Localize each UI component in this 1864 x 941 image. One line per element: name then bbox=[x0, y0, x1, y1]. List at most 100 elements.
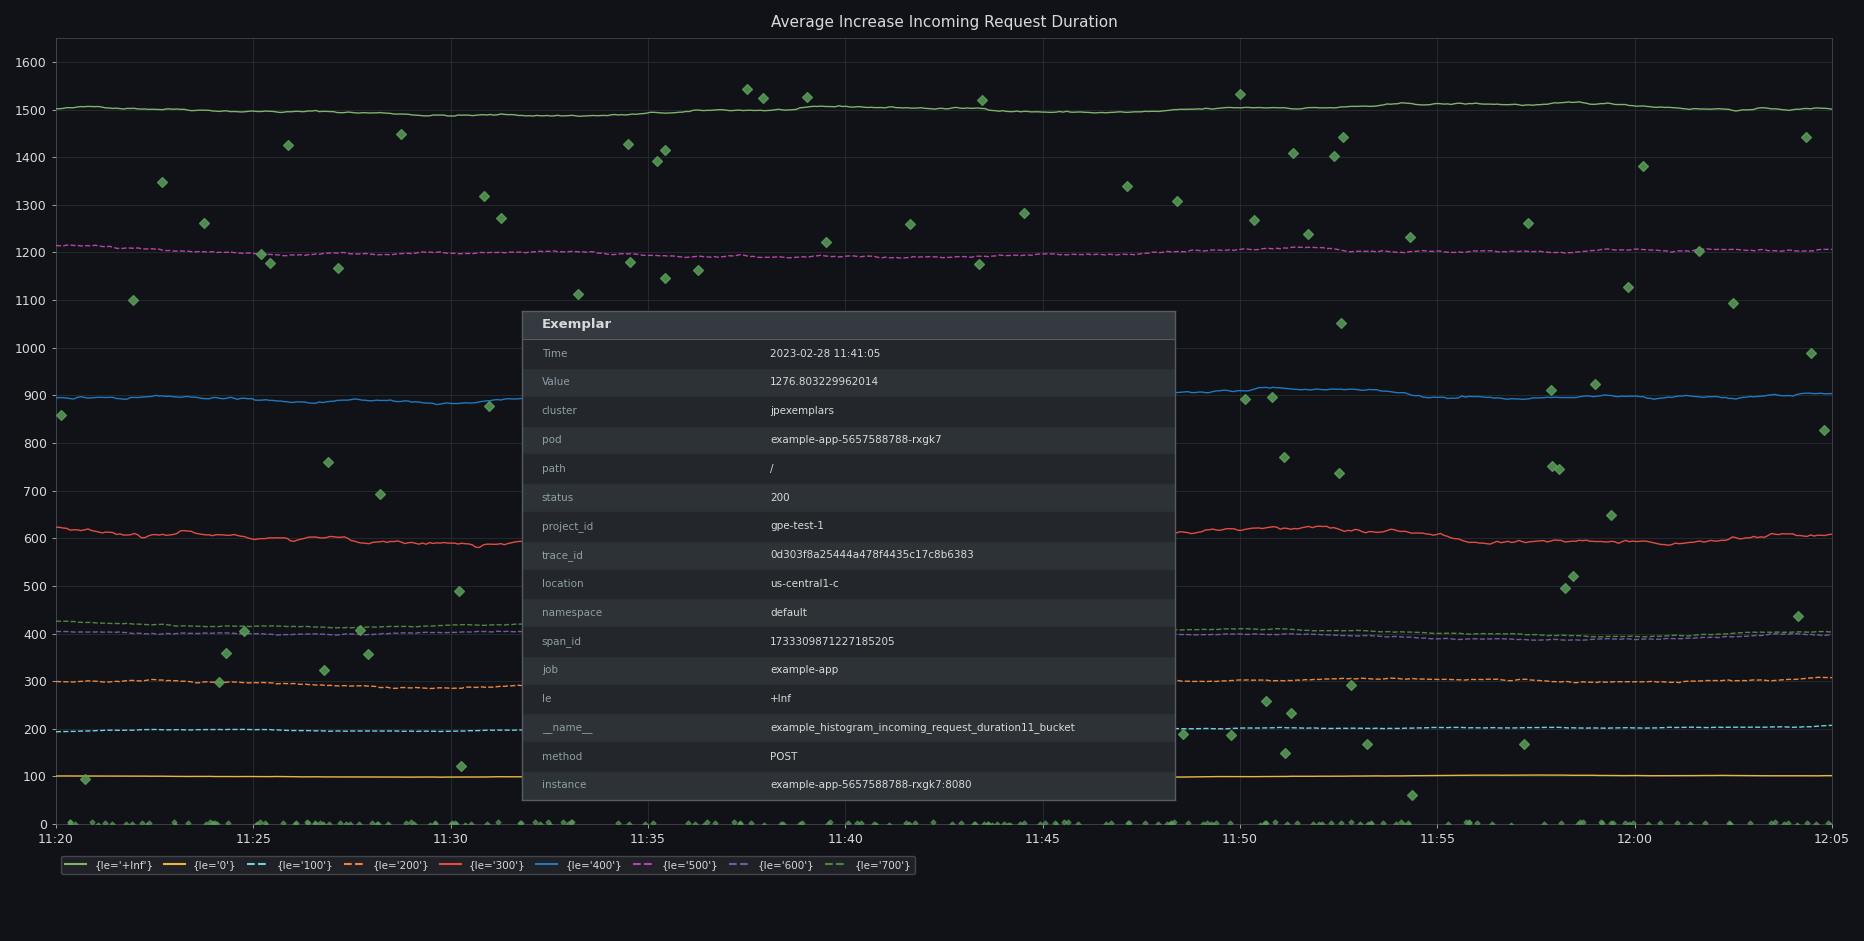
Point bbox=[1336, 815, 1366, 830]
Point bbox=[736, 816, 766, 831]
Point bbox=[673, 488, 703, 503]
Point bbox=[1130, 816, 1159, 831]
Point bbox=[1040, 817, 1070, 832]
Point bbox=[669, 725, 699, 740]
Point bbox=[1394, 817, 1424, 832]
Point bbox=[397, 815, 427, 830]
Point bbox=[160, 817, 190, 832]
Point bbox=[723, 758, 753, 774]
Point bbox=[173, 815, 203, 830]
Point bbox=[995, 817, 1025, 832]
Point bbox=[1528, 816, 1558, 831]
Point bbox=[244, 815, 274, 830]
Point bbox=[419, 815, 449, 830]
Point bbox=[1549, 581, 1579, 596]
Point bbox=[1366, 815, 1396, 830]
Point bbox=[520, 815, 550, 830]
Point bbox=[1562, 817, 1592, 832]
Point bbox=[1040, 815, 1070, 830]
Bar bbox=[522, 397, 1174, 425]
Point bbox=[731, 81, 761, 96]
Point bbox=[309, 662, 339, 678]
Point bbox=[1782, 609, 1812, 624]
Point bbox=[1351, 736, 1381, 751]
Point bbox=[1713, 815, 1743, 830]
Point bbox=[54, 815, 84, 830]
Bar bbox=[522, 685, 1174, 713]
Point bbox=[246, 246, 276, 261]
Point bbox=[1271, 817, 1301, 832]
Point bbox=[1025, 326, 1055, 341]
Point bbox=[1385, 815, 1415, 830]
Point bbox=[1355, 815, 1385, 830]
Point bbox=[898, 551, 928, 566]
Point bbox=[872, 818, 902, 833]
Point bbox=[1568, 815, 1597, 830]
Point bbox=[313, 455, 343, 470]
Point bbox=[1068, 577, 1098, 592]
Point bbox=[352, 646, 382, 662]
Point bbox=[891, 815, 921, 830]
Point bbox=[1713, 817, 1743, 832]
Point bbox=[1126, 386, 1156, 401]
Point bbox=[1808, 423, 1838, 438]
Point bbox=[1029, 770, 1059, 785]
Point bbox=[1644, 816, 1674, 831]
Point bbox=[673, 816, 703, 831]
Point bbox=[54, 815, 84, 830]
Point bbox=[535, 818, 565, 833]
Point bbox=[947, 489, 977, 504]
Point bbox=[56, 817, 86, 832]
Point bbox=[1476, 816, 1506, 831]
Point bbox=[365, 486, 395, 502]
Point bbox=[1454, 815, 1484, 830]
Point bbox=[300, 816, 330, 831]
Point bbox=[1318, 149, 1348, 164]
Point bbox=[1215, 727, 1245, 742]
Point bbox=[900, 816, 930, 831]
Point bbox=[1780, 817, 1810, 832]
Point bbox=[690, 817, 720, 832]
Point bbox=[1596, 507, 1625, 522]
Point bbox=[833, 816, 863, 831]
Point bbox=[820, 363, 850, 378]
Point bbox=[1191, 816, 1221, 831]
Point bbox=[362, 817, 391, 832]
Point bbox=[1454, 815, 1484, 830]
Point bbox=[440, 815, 470, 830]
Point bbox=[1172, 815, 1202, 830]
Point bbox=[444, 583, 473, 598]
Point bbox=[1432, 817, 1461, 832]
Point bbox=[555, 815, 585, 830]
Point bbox=[1381, 816, 1411, 831]
Point bbox=[1029, 816, 1059, 831]
Point bbox=[212, 816, 242, 831]
Text: location: location bbox=[541, 579, 583, 589]
Point bbox=[1508, 736, 1538, 751]
Point bbox=[859, 817, 889, 832]
Text: /: / bbox=[770, 464, 774, 474]
Point bbox=[1584, 815, 1614, 830]
Point bbox=[973, 816, 1003, 831]
Point bbox=[982, 817, 1012, 832]
Point bbox=[1249, 816, 1279, 831]
Point bbox=[749, 563, 779, 578]
Text: 1276.803229962014: 1276.803229962014 bbox=[770, 377, 880, 388]
Point bbox=[861, 817, 891, 832]
Point bbox=[967, 817, 997, 832]
Text: example-app-5657588788-rxgk7: example-app-5657588788-rxgk7 bbox=[770, 435, 941, 445]
Bar bbox=[522, 455, 1174, 484]
Point bbox=[1536, 383, 1566, 398]
Point bbox=[1543, 461, 1573, 476]
Title: Average Increase Incoming Request Duration: Average Increase Incoming Request Durati… bbox=[770, 15, 1117, 30]
Point bbox=[692, 815, 721, 830]
Text: le: le bbox=[541, 694, 552, 704]
Text: __name__: __name__ bbox=[541, 723, 593, 733]
Point bbox=[390, 816, 419, 831]
Point bbox=[1795, 345, 1825, 360]
Point bbox=[1260, 815, 1290, 830]
Point bbox=[984, 470, 1014, 486]
Point bbox=[1353, 817, 1383, 832]
Point bbox=[798, 317, 828, 332]
Point bbox=[1023, 434, 1053, 449]
